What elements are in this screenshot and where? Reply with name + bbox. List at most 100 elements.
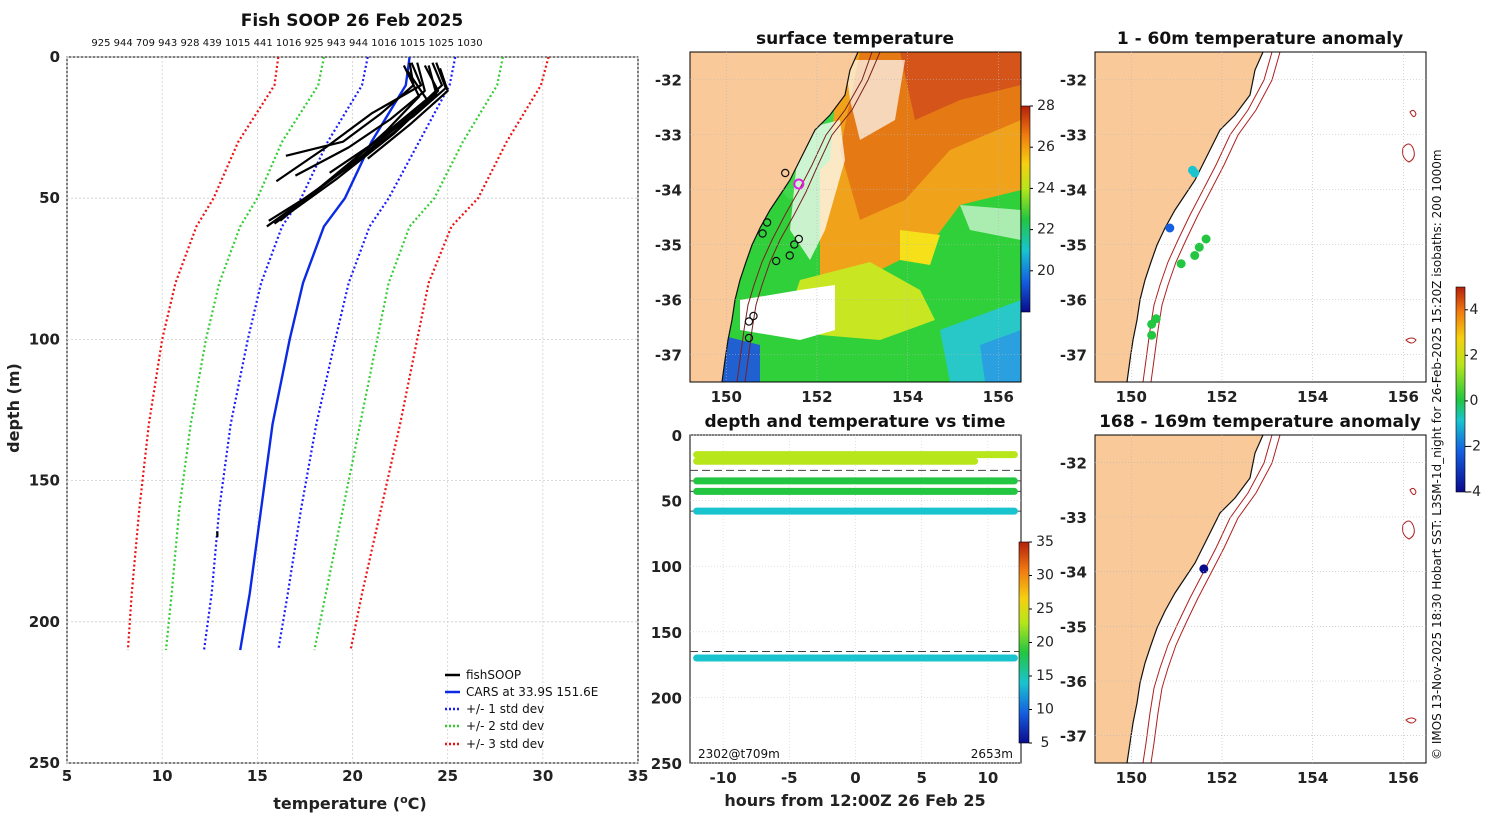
lat-tick-label: -32 — [1060, 72, 1087, 90]
station-marker — [744, 317, 754, 326]
seamount-outline — [1405, 337, 1417, 344]
station-marker — [749, 311, 758, 321]
anomaly-colorbar-ticks: -4 -2 0 2 4 — [1465, 302, 1481, 500]
colorbar-tick-label: 2 — [1470, 347, 1479, 363]
lat-tick-label: -35 — [1060, 618, 1087, 636]
lat-tick-label: -35 — [655, 237, 682, 255]
colorbar-tick-label: 35 — [1036, 534, 1054, 550]
timeseries-colorbar-ticks: 5 10 15 20 25 30 35 — [1029, 534, 1054, 751]
profile-id-strip: 925 944 709 943 928 439 1015 441 1016 92… — [91, 38, 482, 49]
coastline — [1126, 435, 1264, 763]
fishsoop-profile — [285, 62, 415, 157]
y-tick-label: 150 — [29, 472, 60, 490]
anomaly-point — [1201, 234, 1211, 244]
timeseries-data — [690, 451, 1021, 662]
x-tick-label: 35 — [628, 767, 649, 785]
colorbar-tick-label: 24 — [1037, 180, 1055, 196]
y-tick-label: 150 — [651, 624, 682, 642]
x-tick-label: 25 — [437, 767, 458, 785]
profile-title: Fish SOOP 26 Feb 2025 — [241, 11, 464, 31]
series--2-std-dev — [313, 57, 504, 651]
lat-tick-label: -34 — [655, 182, 682, 200]
lat-tick-label: -32 — [1060, 454, 1087, 472]
fishsoop-profile — [275, 62, 423, 183]
anomaly-point — [1147, 330, 1157, 340]
series--3-std-dev — [349, 57, 550, 651]
colorbar-tick-label: 4 — [1470, 302, 1479, 318]
colorbar-tick-label: 5 — [1041, 735, 1050, 751]
colorbar-tick-label: 15 — [1036, 668, 1054, 684]
station-marker — [793, 178, 805, 190]
timeseries-corner-left: 2302@t709m — [698, 747, 780, 761]
series--2-std-dev — [164, 57, 326, 651]
lat-tick-label: -36 — [1060, 292, 1087, 310]
lat-tick-label: -36 — [655, 292, 682, 310]
anomaly-shallow-panel: 1 - 60m temperature anomaly 150 152 154 156… — [1060, 29, 1481, 500]
anomaly-colorbar — [1455, 286, 1466, 493]
y-tick-label: 250 — [29, 754, 60, 772]
anomaly-point — [1147, 319, 1157, 329]
series--1-std-dev — [277, 57, 457, 651]
anomaly-point — [1199, 564, 1209, 574]
seamount-outline — [1409, 109, 1417, 118]
profile-ticks: 5 10 15 20 25 30 35 0 50 100 150 200 250 — [29, 48, 649, 785]
anomaly-point — [1165, 223, 1175, 233]
seamount-outline — [1402, 520, 1415, 540]
sst-colorbar-ticks: 20 22 24 26 28 — [1030, 98, 1055, 279]
lat-tick-label: -34 — [1060, 564, 1087, 582]
lat-tick-label: -33 — [1060, 127, 1087, 145]
y-tick-label: 200 — [29, 613, 60, 631]
y-tick-label: 0 — [50, 48, 60, 66]
profile-legend: fishSOOP CARS at 33.9S 151.6E +/- 1 std … — [445, 668, 598, 751]
seamount-outline — [1409, 487, 1417, 496]
y-tick-label: 100 — [29, 330, 60, 348]
anomaly-shallow-grid — [1095, 52, 1426, 382]
timeseries-corner-right: 2653m — [971, 747, 1013, 761]
anomaly-point — [1190, 251, 1200, 260]
station-marker — [790, 240, 799, 249]
lat-tick-label: -34 — [1060, 182, 1087, 200]
anomaly-deep-points — [1199, 564, 1209, 574]
x-tick-label: 20 — [342, 767, 363, 785]
lon-tick-label: 152 — [1206, 769, 1237, 787]
lon-tick-label: 154 — [1297, 769, 1328, 787]
anomaly-deep-axes-box — [1094, 434, 1427, 764]
profile-ylabel: depth (m) — [4, 363, 23, 453]
colorbar-tick-label: -2 — [1467, 438, 1481, 454]
anomaly-shallow-ticks: 150 152 154 156 -32 -33 -34 -35 -36 -37 — [1060, 72, 1419, 407]
y-tick-label: 0 — [672, 427, 682, 445]
seamount-outline — [1405, 717, 1417, 724]
x-tick-label: 15 — [247, 767, 268, 785]
lat-tick-label: -32 — [655, 72, 682, 90]
lon-tick-label: 156 — [1388, 388, 1419, 406]
seamount-outline — [1402, 143, 1415, 163]
y-tick-label: 200 — [651, 689, 682, 707]
sst-cloud-mid — [790, 120, 845, 260]
sst-cold-patch — [980, 330, 1021, 382]
x-tick-label: -10 — [710, 769, 737, 787]
station-marker — [762, 218, 772, 227]
lat-tick-label: -33 — [1060, 509, 1087, 527]
fishsoop-profile — [273, 65, 438, 225]
station-marker — [794, 234, 804, 244]
x-tick-label: -5 — [781, 769, 798, 787]
profile-xlabel: temperature (oC) — [273, 793, 426, 814]
lon-tick-label: 154 — [1297, 388, 1328, 406]
station-marker — [771, 256, 781, 266]
x-tick-label: 5 — [62, 767, 72, 785]
lon-tick-label: 156 — [1388, 769, 1419, 787]
x-tick-label: 0 — [850, 769, 860, 787]
station-marker — [781, 168, 790, 178]
sst-field — [690, 52, 1021, 382]
legend-label-std1: +/- 1 std dev — [466, 702, 544, 716]
series--3-std-dev — [126, 57, 280, 651]
colorbar-tick-label: 26 — [1037, 139, 1055, 155]
timeseries-panel: depth and temperature vs time -10 -5 0 5 100… — [651, 412, 1054, 810]
lon-tick-label: 152 — [801, 388, 832, 406]
side-caption: © IMOS 13-Nov-2025 18:30 Hobart SST: L3S… — [1430, 149, 1444, 760]
anomaly-deep-map — [1095, 435, 1426, 763]
colorbar-tick-label: 20 — [1036, 635, 1054, 651]
fishsoop-profile — [329, 62, 447, 174]
colorbar-tick-label: 20 — [1037, 263, 1055, 279]
